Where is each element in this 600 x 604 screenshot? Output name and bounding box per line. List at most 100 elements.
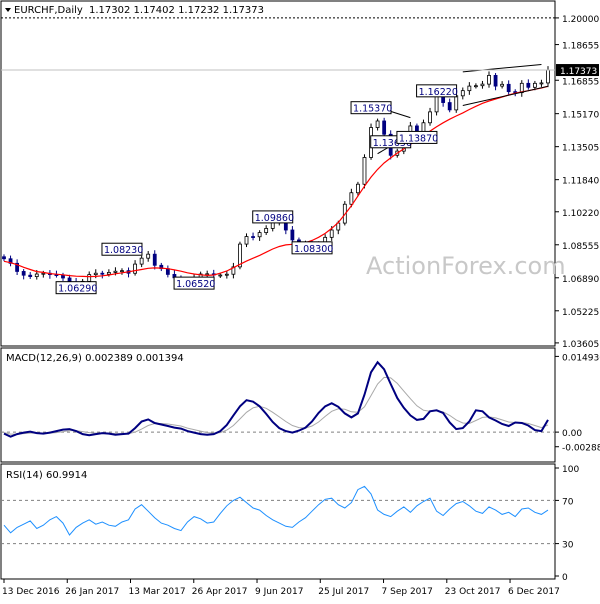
candle-body <box>257 232 262 238</box>
price-labels: 1.08230 1.06290 1.06520 1.09860 1.08300 1.153… <box>55 84 458 295</box>
candle-body <box>447 102 452 111</box>
watermark: ActionForex.com <box>366 252 566 280</box>
candle-body <box>146 253 151 259</box>
x-tick-label: 26 Jan 2017 <box>65 587 119 597</box>
candle-body <box>539 82 544 85</box>
candle-body <box>21 271 26 276</box>
x-tick-label: 9 Jun 2017 <box>255 587 303 597</box>
candle-body <box>205 273 210 276</box>
last-price-label: 1.17373 <box>560 67 597 77</box>
rsi-lines <box>1 485 555 545</box>
x-tick-label: 13 Dec 2016 <box>2 587 60 597</box>
price-label-box <box>416 84 458 98</box>
price-tick-label: 1.11840 <box>562 177 599 187</box>
x-tick-label: 26 Apr 2017 <box>192 587 248 597</box>
price-label-text: 1.08230 <box>104 245 143 256</box>
trendline <box>462 85 549 107</box>
price-label-text: 1.09860 <box>255 213 294 224</box>
candle-body <box>2 256 6 260</box>
price-title: EURCHF,Daily <box>14 5 83 16</box>
price-y-axis: 1.20000 1.18655 1.16855 1.15170 1.13505 1.118… <box>555 15 599 350</box>
price-tick-label: 1.18655 <box>562 42 599 52</box>
price-label-box <box>396 130 438 144</box>
rsi-tick-label: 70 <box>562 497 574 507</box>
x-tick-label: 25 Jul 2017 <box>318 587 369 597</box>
candle-body <box>329 229 334 238</box>
macd-panel-frame <box>0 347 556 463</box>
ma-line <box>3 85 549 278</box>
candle-body <box>34 273 39 277</box>
macd-title: MACD(12,26,9) 0.002389 0.001394 <box>6 353 184 364</box>
price-label-text: 1.06520 <box>176 279 215 290</box>
price-label-box <box>350 101 392 115</box>
candle-body <box>546 69 550 84</box>
candle-body <box>532 82 537 88</box>
x-tick-label: 13 Mar 2017 <box>129 587 186 597</box>
candle-body <box>41 272 46 275</box>
candle-body <box>375 120 380 128</box>
price-tick-label: 1.10220 <box>562 209 599 219</box>
candle-body <box>28 274 33 277</box>
price-label-box <box>173 276 215 290</box>
candle-body <box>264 228 269 233</box>
candle-body <box>120 270 124 273</box>
x-tick-label: 6 Dec 2017 <box>508 587 560 597</box>
price-tick-label: 1.03605 <box>562 340 599 350</box>
macd-tick-label: -0.002882 <box>562 444 600 454</box>
rsi-tick-label: 30 <box>562 541 574 551</box>
candle-body <box>100 272 105 275</box>
price-tick-label: 1.06890 <box>562 275 599 285</box>
price-tick-label: 1.15170 <box>562 111 599 121</box>
candle-body <box>467 85 472 92</box>
rsi-title: RSI(14) 60.9914 <box>6 470 87 481</box>
rsi-y-axis: 100 70 30 0 <box>555 465 579 583</box>
moving-average <box>3 85 549 278</box>
candle-body <box>460 90 465 97</box>
price-tick-label: 1.08555 <box>562 242 599 252</box>
candle-body <box>480 83 485 87</box>
candle-body <box>93 272 98 276</box>
candle-body <box>61 274 65 279</box>
price-tick-label: 1.20000 <box>562 15 599 25</box>
price-label-box <box>55 281 97 295</box>
price-label-box <box>291 241 333 255</box>
candle-body <box>238 243 242 268</box>
macd-lines <box>1 360 555 438</box>
candle-body <box>133 263 137 274</box>
trendline <box>462 63 542 73</box>
price-tick-label: 1.05225 <box>562 308 599 318</box>
candle-body <box>290 229 295 241</box>
candle-body <box>251 236 255 238</box>
ohlc-header: 1.17302 1.17402 1.17232 1.17373 <box>89 5 264 16</box>
macd-y-axis: 0.014936 0.00 -0.002882 <box>555 353 600 454</box>
rsi-line <box>3 485 549 536</box>
candle-body <box>487 74 491 85</box>
candle-body <box>362 157 367 185</box>
candle-body <box>506 83 511 93</box>
price-label-text: 1.13870 <box>399 133 438 144</box>
last-price-box <box>556 64 599 77</box>
candle-body <box>526 82 531 88</box>
price-label-box <box>252 210 294 224</box>
candle-body <box>454 95 459 111</box>
last-price: 1.17373 <box>1 64 599 77</box>
candle-body <box>106 272 111 275</box>
candle-body <box>15 262 20 272</box>
rsi-tick-label: 100 <box>562 465 579 475</box>
price-label-text: 1.13650 <box>373 138 412 149</box>
price-label-text: 1.16220 <box>419 87 458 98</box>
candle-body <box>356 183 360 194</box>
macd-tick-label: 0.00 <box>562 429 582 439</box>
price-label-text: 1.15370 <box>353 104 392 115</box>
price-label-text: 1.06290 <box>58 284 97 295</box>
price-tick-label: 1.16855 <box>562 77 599 87</box>
candle-body <box>139 257 144 265</box>
candle-body <box>244 236 249 245</box>
price-label-text: 1.08300 <box>294 244 333 255</box>
candle-body <box>113 270 118 273</box>
rsi-panel-frame <box>0 463 556 580</box>
collapse-triangle-icon[interactable] <box>5 8 11 12</box>
price-label-box <box>101 242 143 256</box>
